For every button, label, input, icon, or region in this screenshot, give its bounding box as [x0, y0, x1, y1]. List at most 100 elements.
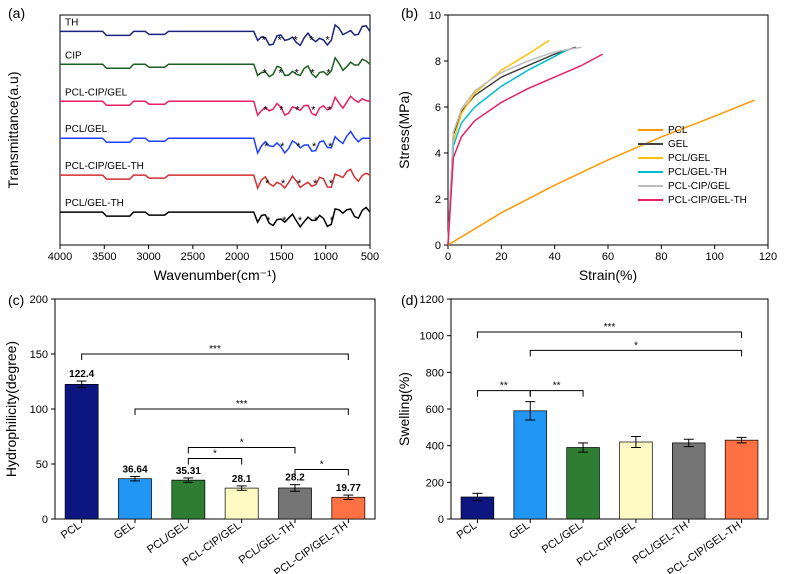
peak-marker: * [312, 141, 317, 153]
peak-marker: * [263, 104, 268, 116]
peak-marker: * [262, 34, 267, 46]
sig-label: * [320, 460, 324, 471]
sig-label: *** [236, 399, 248, 410]
svg-text:8: 8 [434, 56, 440, 68]
legend-label: PCL/GEL [668, 153, 711, 164]
peak-marker: * [329, 178, 334, 190]
peak-marker: * [310, 67, 315, 79]
legend-label: PCL/GEL-TH [668, 167, 727, 178]
bar [513, 411, 546, 519]
peak-marker: * [325, 34, 330, 46]
svg-text:200: 200 [30, 294, 48, 306]
category-label: PCL-CIP/GEL [180, 520, 243, 569]
panel-d-letter: (d) [401, 292, 418, 308]
svg-text:2500: 2500 [181, 251, 205, 263]
spectrum-label: PCL/GEL-TH [65, 198, 124, 209]
panel-c-letter: (c) [8, 292, 24, 308]
peak-marker: * [309, 34, 314, 46]
spectrum-label: PCL-CIP/GEL [65, 87, 128, 98]
sig-label: *** [603, 322, 615, 333]
panel-b-xlabel: Strain(%) [578, 267, 636, 283]
category-label: PCL [59, 520, 83, 542]
bar [725, 440, 758, 519]
peak-marker: * [296, 141, 301, 153]
legend-label: PCL-CIP/GEL [668, 181, 731, 192]
svg-text:2: 2 [434, 194, 440, 206]
plot-c-categories: PCLGELPCL/GELPCL-CIP/GELPCL/GEL-THPCL-CI… [59, 519, 350, 574]
category-label: PCL/GEL [145, 520, 190, 556]
legend-label: PCL-CIP/GEL-TH [668, 195, 747, 206]
bar [332, 497, 365, 519]
svg-text:4000: 4000 [48, 251, 72, 263]
bar [65, 384, 98, 519]
panel-a-ylabel: Transmittance(a.u) [5, 72, 21, 189]
panel-d: (d) 020040060080010001200 ******** PCLGE… [393, 287, 785, 574]
peak-marker: * [262, 67, 267, 79]
sig-label: * [240, 438, 244, 449]
svg-text:1200: 1200 [419, 294, 443, 306]
plot-b-xticks: 020406080100120 [444, 245, 776, 263]
panel-c: (c) 050100150200 122.436.6435.3128.128.2… [0, 287, 393, 574]
svg-text:0: 0 [42, 514, 48, 526]
peak-marker: * [278, 67, 283, 79]
bar [566, 448, 599, 520]
peak-marker: * [280, 141, 285, 153]
svg-text:1000: 1000 [419, 331, 443, 343]
spectrum-label: PCL-CIP/GEL-TH [65, 161, 144, 172]
peak-marker: * [297, 178, 302, 190]
plot-d-categories: PCLGELPCL/GELPCL-CIP/GELPCL/GEL-THPCL-CI… [454, 519, 743, 574]
sig-label: *** [209, 344, 221, 355]
svg-text:3000: 3000 [136, 251, 160, 263]
peak-marker: * [281, 178, 286, 190]
bar [278, 488, 311, 519]
svg-text:10: 10 [428, 10, 440, 22]
spectrum-label: PCL/GEL [65, 124, 108, 135]
spectrum-label: CIP [65, 50, 82, 61]
peak-marker: * [295, 104, 300, 116]
panel-b-letter: (b) [401, 5, 418, 21]
peak-marker: * [279, 104, 284, 116]
bar [225, 488, 258, 519]
svg-text:0: 0 [444, 251, 450, 263]
category-label: PCL/GEL [539, 520, 584, 556]
peak-marker: * [326, 67, 331, 79]
plot-b-yticks: 0246810 [428, 10, 447, 252]
peak-marker: * [282, 215, 287, 227]
peak-marker: * [313, 178, 318, 190]
peak-marker: * [328, 141, 333, 153]
svg-text:6: 6 [434, 102, 440, 114]
svg-text:800: 800 [425, 367, 443, 379]
panel-b-ylabel: Stress(MPa) [396, 91, 412, 169]
svg-text:3500: 3500 [92, 251, 116, 263]
panel-a-letter: (a) [8, 5, 25, 21]
svg-text:400: 400 [425, 441, 443, 453]
panel-a: (a) 4000350030002500200015001000500 TH**… [0, 0, 393, 287]
svg-text:100: 100 [30, 404, 48, 416]
svg-text:80: 80 [655, 251, 667, 263]
peak-marker: * [298, 215, 303, 227]
svg-text:0: 0 [434, 240, 440, 252]
svg-text:20: 20 [495, 251, 507, 263]
plot-d-yticks: 020040060080010001200 [419, 294, 450, 526]
peak-marker: * [314, 215, 319, 227]
bar-value: 122.4 [69, 369, 94, 380]
category-label: PCL-CIP/GEL [574, 520, 637, 569]
bar-value: 19.77 [336, 483, 361, 494]
svg-text:40: 40 [548, 251, 560, 263]
bar-value: 28.1 [232, 474, 252, 485]
svg-text:1000: 1000 [313, 251, 337, 263]
bar-value: 35.31 [176, 466, 201, 477]
plot-c-yticks: 0 50 100 150 200 [30, 294, 55, 526]
svg-text:50: 50 [36, 459, 48, 471]
plot-b-frame [448, 15, 768, 245]
panel-a-xlabel: Wavenumber(cm⁻¹) [154, 267, 277, 283]
svg-text:120: 120 [758, 251, 776, 263]
sig-label: * [633, 340, 637, 351]
peak-marker: * [311, 104, 316, 116]
svg-text:150: 150 [30, 349, 48, 361]
bar [172, 480, 205, 519]
svg-text:600: 600 [425, 404, 443, 416]
legend-label: PCL [668, 125, 688, 136]
category-label: GEL [507, 520, 532, 542]
category-label: PCL [454, 520, 478, 542]
